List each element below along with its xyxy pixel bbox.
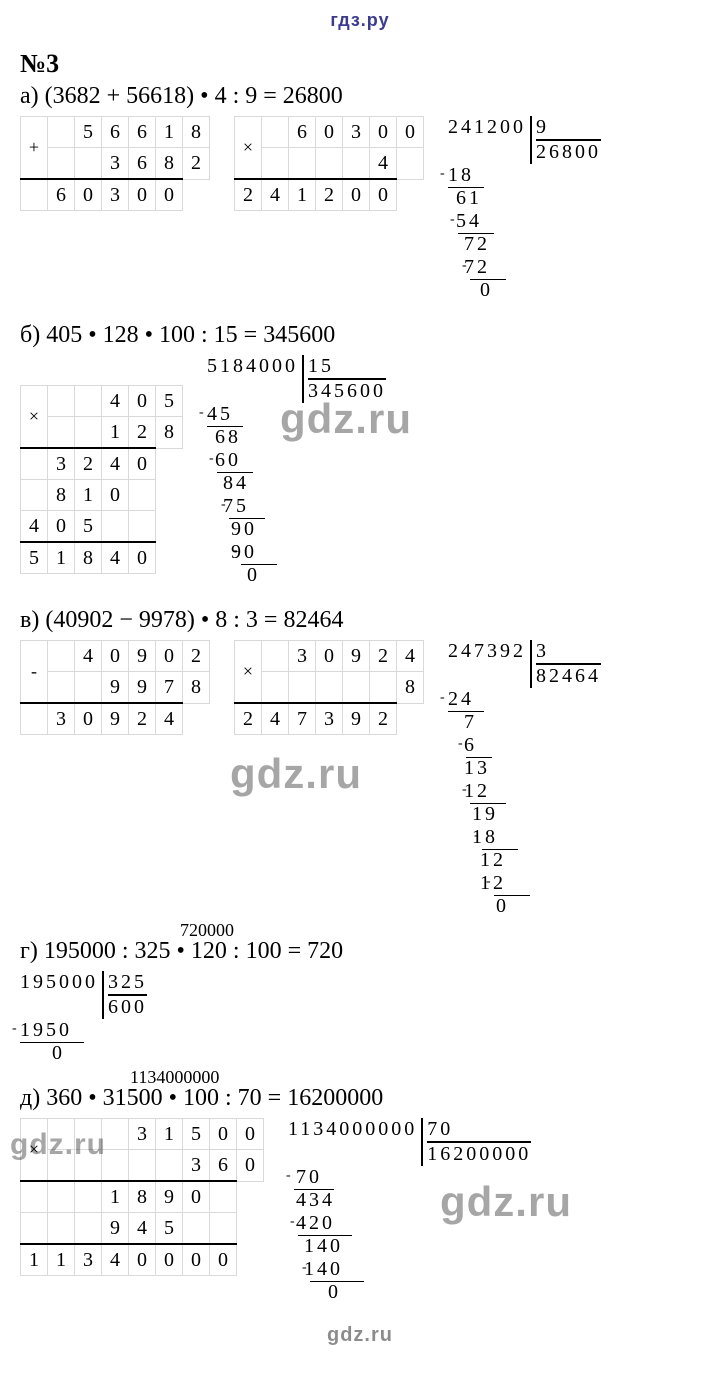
row-a: +56618368260300 ×603004241200 2412009268… (20, 116, 700, 302)
expr-b: б) 405 • 128 • 100 : 15 = 345600 (20, 322, 700, 349)
expression-d: 195000 : 325 • 120 : 100 = 720 (44, 938, 343, 964)
annotation-d: 720000 (180, 920, 234, 941)
problem-number: №3 (20, 49, 700, 79)
expr-e: 1134000000 д) 360 • 31500 • 100 : 70 = 1… (20, 1085, 700, 1112)
row-c: -40902997830924 ×309248247392 2473923824… (20, 640, 700, 918)
label-b: б) (20, 322, 40, 348)
page: гдз.ру №3 а) (3682 + 56618) • 4 : 9 = 26… (0, 0, 720, 1377)
row-e: ×31500360189094511340000 113400000070162… (20, 1118, 700, 1304)
expr-a: а) (3682 + 56618) • 4 : 9 = 26800 (20, 83, 700, 110)
expr-d: 720000 г) 195000 : 325 • 120 : 100 = 720 (20, 938, 700, 965)
watermark-icon: gdz.ru (230, 750, 362, 798)
expr-c: в) (40902 − 9978) • 8 : 3 = 82464 (20, 607, 700, 634)
label-c: в) (20, 607, 39, 633)
expression-a: (3682 + 56618) • 4 : 9 = 26800 (45, 83, 343, 109)
label-e: д) (20, 1085, 40, 1111)
mul-table-e: ×31500360189094511340000 (20, 1118, 264, 1276)
label-d: г) (20, 938, 38, 964)
sub-table-c: -40902997830924 (20, 640, 210, 735)
division-d: 1950003256001950 0 (20, 971, 147, 1065)
mul-table-c: ×309248247392 (234, 640, 424, 735)
annotation-e: 1134000000 (130, 1067, 219, 1088)
site-header: гдз.ру (20, 10, 700, 31)
add-table-a: +56618368260300 (20, 116, 210, 211)
row-b: ×405128324081040551840 51840001534560045… (20, 355, 700, 587)
label-a: а) (20, 83, 39, 109)
mul-table-a: ×603004241200 (234, 116, 424, 211)
division-c: 24739238246424 7 6 13 12 19 18 12 12 0 (448, 640, 601, 918)
expression-b: 405 • 128 • 100 : 15 = 345600 (46, 322, 335, 348)
expression-e: 360 • 31500 • 100 : 70 = 16200000 (46, 1085, 383, 1111)
expression-c: (40902 − 9978) • 8 : 3 = 82464 (45, 607, 343, 633)
footer-watermark: gdz.ru (20, 1324, 700, 1347)
division-b: 51840001534560045 68 60 84 75 90 90 0 (207, 355, 386, 587)
row-d: 1950003256001950 0 (20, 971, 700, 1065)
mul-table-b: ×405128324081040551840 (20, 385, 183, 574)
division-e: 11340000007016200000 70 434 420 140 140 … (288, 1118, 531, 1304)
division-a: 24120092680018 61 54 72 72 0 (448, 116, 601, 302)
